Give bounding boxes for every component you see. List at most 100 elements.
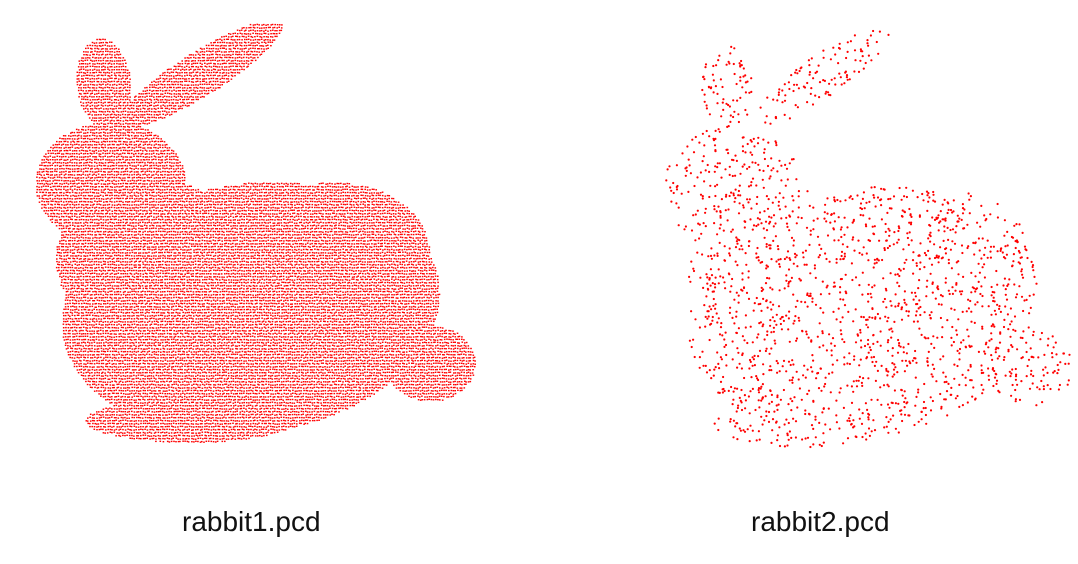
point [192,84,195,86]
point [168,194,171,196]
point [115,114,117,116]
point [284,198,287,200]
point [87,137,89,140]
point [119,147,122,149]
point [93,197,95,200]
point [142,147,144,149]
point [100,132,102,134]
point [350,198,353,200]
point [80,194,82,196]
point [129,197,131,200]
point [93,173,95,175]
point [275,194,278,197]
point [127,224,129,226]
point [175,111,177,113]
point [63,150,66,152]
point [214,41,216,44]
point [253,27,256,29]
point [302,195,305,197]
point [91,183,93,185]
point [108,75,111,77]
point [169,114,171,116]
point [38,186,40,188]
point [109,60,112,62]
point [146,141,148,143]
point [148,159,150,161]
point [138,183,140,185]
point [107,135,109,137]
point [174,83,177,86]
point [70,195,72,197]
point [176,156,179,158]
point [78,192,81,194]
point [87,126,90,128]
point [58,203,61,206]
point [234,197,237,199]
point [210,48,213,50]
point [128,159,131,161]
point [250,222,252,224]
point [63,227,65,229]
point [242,56,245,59]
point [85,47,87,50]
point [267,222,269,224]
point [269,209,272,212]
point [50,203,52,206]
point [196,71,199,73]
point [115,183,117,185]
point [324,218,327,221]
point [351,213,353,215]
point [52,162,54,164]
point [102,158,104,161]
point [59,168,61,170]
point [116,200,118,203]
point [243,219,245,221]
point [113,48,116,50]
point [102,74,104,77]
point [225,74,227,76]
point [159,116,162,119]
point [73,131,76,134]
point [258,24,260,26]
point [418,225,421,227]
point [185,65,188,67]
point [149,189,151,191]
point [301,224,303,226]
point [129,101,132,103]
point [408,210,410,212]
point [175,159,177,161]
point [89,95,91,98]
point [301,209,303,212]
point [240,185,243,187]
point [194,60,196,62]
point [54,197,56,200]
point [56,194,59,196]
point [194,189,197,191]
point [155,117,157,119]
point [172,165,175,167]
point [245,203,248,205]
point [164,149,166,152]
point [54,156,56,158]
point [89,125,92,128]
point [207,87,210,89]
point [179,164,181,167]
point [308,206,311,208]
point [143,224,146,226]
point [375,206,377,208]
point [150,171,153,173]
point [190,102,193,104]
point [164,114,167,116]
point [122,194,125,196]
point [126,69,129,71]
point [243,216,245,218]
point [390,224,393,227]
point [381,201,384,203]
point [117,99,120,101]
point [162,81,165,83]
point [190,89,192,92]
point [186,197,188,200]
point [357,200,360,203]
point [227,36,230,38]
point [65,155,67,158]
